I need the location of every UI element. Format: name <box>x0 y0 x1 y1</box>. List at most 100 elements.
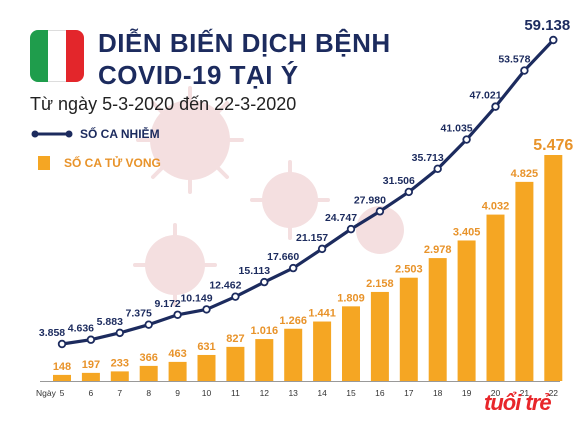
death-bar <box>342 306 360 381</box>
death-bar <box>515 181 534 381</box>
x-tick-label: 19 <box>462 388 472 398</box>
italy-flag-icon <box>30 30 84 82</box>
death-bar <box>457 240 476 381</box>
cases-point <box>202 305 211 314</box>
cases-point-label: 17.660 <box>267 251 299 263</box>
death-bar-label: 366 <box>140 352 158 364</box>
death-bar-label: 148 <box>53 361 71 373</box>
tuoitre-logo: tuổi trẻ <box>484 390 558 422</box>
death-bar <box>284 328 303 381</box>
cases-point <box>491 102 500 111</box>
death-bar <box>370 291 389 381</box>
cases-point-label: 5.883 <box>97 316 123 328</box>
cases-point <box>404 187 413 197</box>
cases-point <box>231 292 240 301</box>
cases-point <box>462 135 471 144</box>
cases-point-label: 53.578 <box>498 54 530 66</box>
death-bar-label: 2.158 <box>366 278 394 290</box>
cases-point-label: 41.035 <box>441 123 473 135</box>
death-bar-label: 2.503 <box>395 264 423 276</box>
cases-point <box>346 224 356 234</box>
flag-stripe-red <box>66 30 84 82</box>
cases-point-label: 9.172 <box>154 298 180 310</box>
cases-point-label: 24.747 <box>325 212 357 224</box>
death-bar <box>139 365 158 381</box>
legend-item-cases: SỐ CA NHIỄM <box>30 126 160 142</box>
x-axis-title: Ngày <box>36 388 57 398</box>
cases-point <box>375 207 385 216</box>
cases-point-label: 4.636 <box>68 323 94 335</box>
cases-point <box>173 310 182 319</box>
cases-point <box>86 335 96 344</box>
death-bar <box>255 339 274 381</box>
cases-point <box>520 66 529 75</box>
cases-point-label: 27.980 <box>354 194 386 206</box>
x-tick-label: 22 <box>549 388 559 398</box>
cases-point-label: 3.858 <box>39 327 65 339</box>
death-bar-label: 2.978 <box>424 244 452 256</box>
x-tick-label: 21 <box>520 388 530 398</box>
x-tick-label: 10 <box>202 388 212 398</box>
legend-label-cases: SỐ CA NHIỄM <box>80 127 160 141</box>
death-bar <box>544 155 563 381</box>
cases-point <box>433 164 442 174</box>
cases-point-label: 35.713 <box>412 152 444 164</box>
x-tick-label: 12 <box>260 388 270 398</box>
x-tick-label: 20 <box>491 388 501 398</box>
death-bar <box>53 374 71 381</box>
death-bar-label: 1.266 <box>279 315 307 327</box>
cases-point <box>57 339 67 349</box>
x-tick-label: 6 <box>89 388 94 398</box>
legend-bar-swatch-icon <box>38 156 50 170</box>
cases-point-label: 10.149 <box>180 292 212 304</box>
cases-point-label: 15.113 <box>239 265 271 277</box>
chart-subtitle: Từ ngày 5-3-2020 đến 22-3-2020 <box>30 94 297 114</box>
x-tick-label: 7 <box>117 388 122 398</box>
death-bar-label: 1.441 <box>308 308 336 320</box>
legend-line-marker-icon <box>31 130 73 138</box>
flag-stripe-green <box>30 30 48 82</box>
death-bar-label: 631 <box>197 341 215 353</box>
death-bar <box>197 354 216 381</box>
cases-point-label: 7.375 <box>126 308 152 320</box>
death-bar-label: 1.809 <box>337 292 365 304</box>
x-tick-label: 5 <box>60 388 65 398</box>
cases-point-label: 21.157 <box>296 232 328 244</box>
death-bar <box>428 258 447 381</box>
death-bar-label: 1.016 <box>251 325 279 337</box>
x-tick-label: 8 <box>146 388 151 398</box>
cases-point-label: 31.506 <box>383 175 415 187</box>
death-bar <box>110 371 129 381</box>
x-tick-label: 9 <box>175 388 180 398</box>
x-tick-label: 18 <box>433 388 443 398</box>
death-bar <box>486 214 505 381</box>
logo-text: tuổi trẻ <box>484 390 552 415</box>
cases-point <box>289 263 298 273</box>
cases-point-label: 59.138 <box>524 17 570 34</box>
death-bar-label: 5.476 <box>533 137 573 154</box>
cases-point-label: 12.462 <box>209 280 241 292</box>
death-bar-label: 197 <box>82 359 100 371</box>
cases-point <box>115 328 124 338</box>
x-tick-label: 14 <box>317 388 327 398</box>
death-bar <box>226 346 245 381</box>
death-bar-label: 233 <box>111 357 129 369</box>
cases-point <box>144 320 153 329</box>
cases-point <box>260 277 269 287</box>
flag-stripe-white <box>48 30 66 82</box>
death-bar-label: 4.032 <box>482 201 510 213</box>
cases-line <box>61 38 555 346</box>
death-bar <box>399 277 418 381</box>
x-tick-label: 13 <box>288 388 298 398</box>
death-bar <box>313 321 332 381</box>
death-bar-label: 827 <box>226 333 244 345</box>
chart-title-line1: DIỄN BIẾN DỊCH BỆNH <box>98 28 391 58</box>
death-bar-label: 4.825 <box>511 168 539 180</box>
cases-point-label: 47.021 <box>469 90 501 102</box>
x-tick-label: 11 <box>231 388 240 398</box>
legend-label-deaths: SỐ CA TỬ VONG <box>64 156 161 170</box>
cases-point <box>317 244 327 254</box>
death-bar <box>168 361 187 381</box>
